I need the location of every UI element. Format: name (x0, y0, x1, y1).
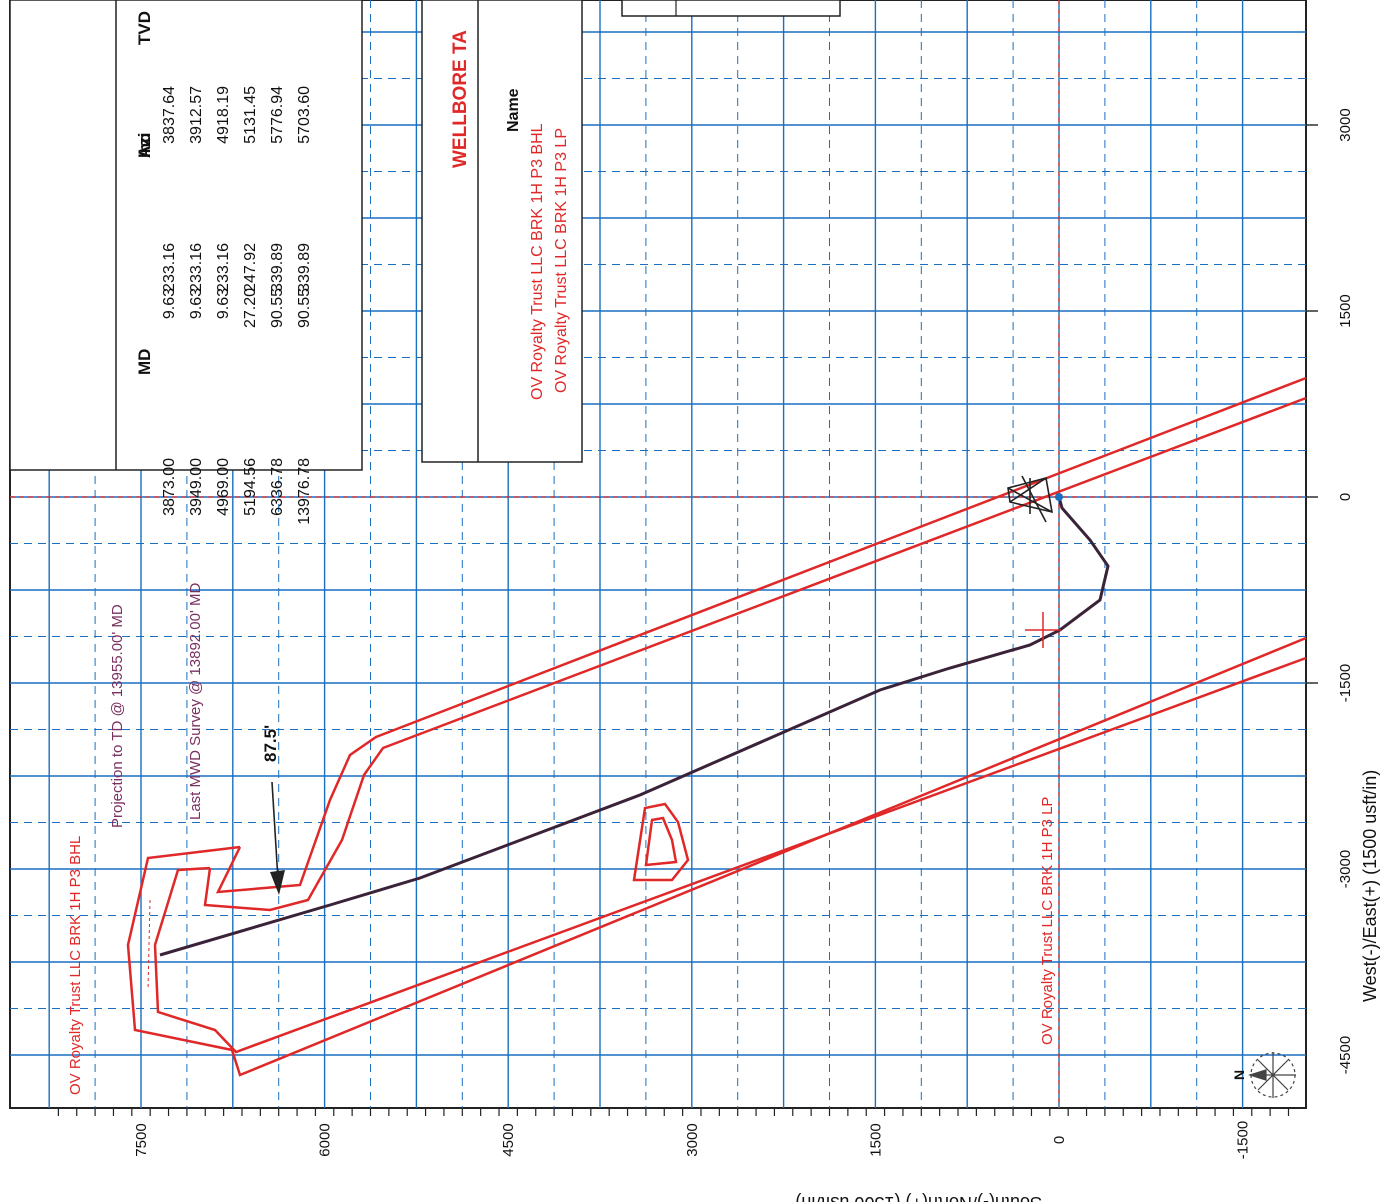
survey-table-cell: 9.63 (215, 288, 232, 319)
survey-table-cell: 339.89 (269, 243, 286, 292)
survey-table-cell: 27.20 (242, 288, 259, 328)
survey-table-cell: 5194.56 (242, 458, 259, 516)
survey-table-cell: 4918.19 (215, 86, 232, 144)
target-corridor (126, 376, 1307, 1077)
lp-target-marker (1025, 612, 1061, 648)
wellbore-path (159, 496, 1110, 957)
y-tick-label: 0 (1051, 1136, 1068, 1144)
survey-table-header: Azi (135, 133, 154, 159)
survey-table-header: MD (135, 349, 154, 375)
lp-target-label: OV Royalty Trust LLC BRK 1H P3 LP (1039, 797, 1056, 1045)
legend-box-top (621, 0, 841, 17)
corridor-upper-outer (215, 376, 1307, 894)
survey-table-cell: 3912.57 (188, 86, 205, 144)
wellbore-targets-title: WELLBORE TA (450, 30, 471, 168)
survey-table-cell: 3837.64 (161, 86, 178, 144)
x-tick-label: 3000 (1337, 108, 1354, 141)
survey-table-cell: 90.55 (296, 288, 313, 328)
surface-location-point (1055, 493, 1063, 501)
corridor-outer-shell (126, 636, 1307, 1077)
y-tick-label: 4500 (500, 1123, 517, 1156)
compass-north-label: N (1231, 1070, 1247, 1080)
survey-table-cell: 9.63 (161, 288, 178, 319)
survey-table (9, 0, 363, 471)
corridor-upper-inner (203, 396, 1307, 912)
x-axis-tick-labels: -1500 0 1500 3000 -4500 -3000 (1306, 108, 1354, 1074)
survey-table-cell: 13976.78 (296, 458, 313, 525)
bhl-target-label: OV Royalty Trust LLC BRK 1H P3 BHL (67, 836, 84, 1095)
survey-table-cell: 339.89 (296, 243, 313, 292)
y-axis-title: South(-)/North(+) (1500 usft/in) (795, 1193, 1042, 1202)
survey-table-cell: 233.16 (161, 243, 178, 292)
survey-table-cell: 5131.45 (242, 86, 259, 144)
survey-table-cell: 6336.78 (269, 458, 286, 516)
survey-table-cell: 247.92 (242, 243, 259, 292)
y-axis-tick-labels: 7500 6000 4500 3000 1500 0 -1500 (57, 1108, 1290, 1159)
x-tick-label: 1500 (1337, 294, 1354, 327)
corridor-inner-shell (153, 656, 1307, 1054)
x-axis-title: West(-)/East(+) (1500 usft/in) (1360, 770, 1380, 1002)
x-tick-label: 0 (1337, 493, 1354, 501)
wellbore-targets-box (421, 0, 583, 463)
wellbore-target-bhl: OV Royalty Trust LLC BRK 1H P3 BHL (529, 123, 546, 400)
bhl-target-outline (147, 899, 151, 991)
survey-table-cell: 5776.94 (269, 86, 286, 144)
compass-icon (1247, 1052, 1296, 1098)
survey-table-cell: 90.55 (269, 288, 286, 328)
survey-table-header: Inc (135, 133, 154, 158)
last-survey-label: Last MWD Survey @ 13892.00' MD (187, 582, 204, 820)
survey-table-cell: 3949.00 (188, 458, 205, 516)
surface-location-icon (1007, 475, 1053, 523)
survey-table-cell: 3873.00 (161, 458, 178, 516)
survey-table-cell: 9.63 (188, 288, 205, 319)
wellbore-target-lp: OV Royalty Trust LLC BRK 1H P3 LP (553, 128, 570, 393)
wellbore-targets-name-header: Name (505, 88, 522, 132)
x-tick-label: -3000 (1337, 850, 1354, 888)
distance-label: 87.5' (261, 725, 280, 762)
survey-table-cell: 5703.60 (296, 86, 313, 144)
plot-frame (9, 0, 1307, 1109)
y-tick-label: 3000 (684, 1123, 701, 1156)
distance-arrow (270, 781, 285, 895)
survey-table-cell: 233.16 (215, 243, 232, 292)
y-tick-label: 1500 (867, 1123, 884, 1156)
survey-table-cell: 233.16 (188, 243, 205, 292)
survey-table-header: TVD (135, 11, 154, 45)
x-tick-label: -4500 (1337, 1036, 1354, 1074)
projection-label: Projection to TD @ 13955.00' MD (109, 604, 126, 828)
y-tick-label: 6000 (317, 1123, 334, 1156)
x-tick-label: -1500 (1337, 664, 1354, 702)
y-tick-label: -1500 (1235, 1121, 1252, 1159)
target-loop-inner (644, 816, 678, 867)
survey-table-columns: MDIncAziTVD3873.009.63233.163837.643949.… (135, 11, 313, 525)
survey-table-cell: 4969.00 (215, 458, 232, 516)
y-tick-label: 7500 (133, 1123, 150, 1156)
target-loop-outer (632, 802, 690, 882)
